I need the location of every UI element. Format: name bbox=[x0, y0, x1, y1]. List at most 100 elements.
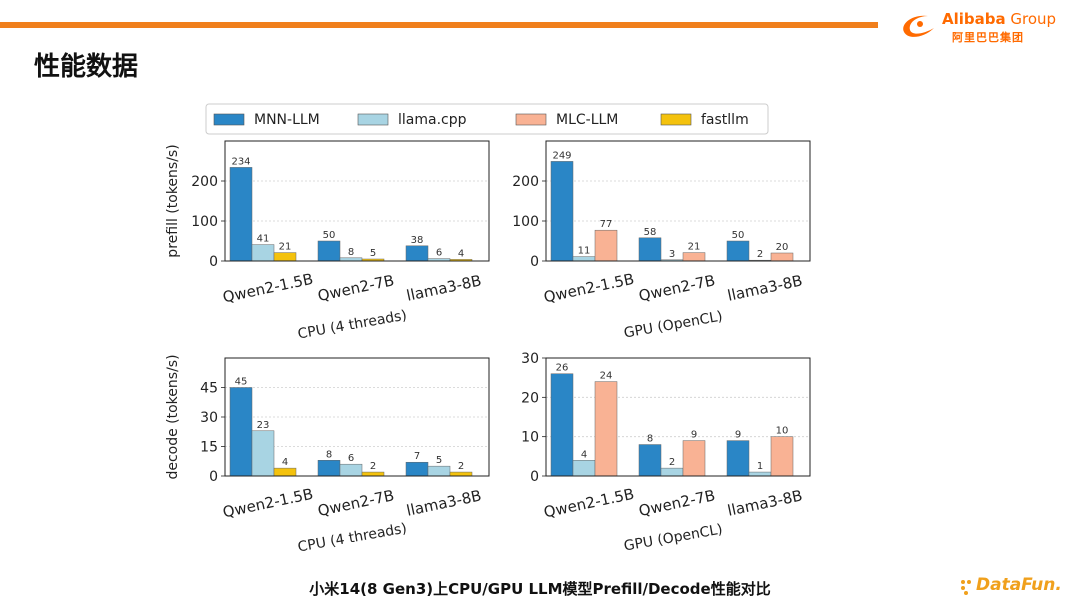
cpu-decode-bar-mnn-llm-1 bbox=[317, 460, 341, 477]
gpu-decode-bar-llama-cpp-2 bbox=[748, 471, 772, 477]
cpu-decode-bar-label-0-0: 45 bbox=[235, 377, 248, 388]
cpu-decode-bar-label-1-2: 5 bbox=[436, 455, 442, 466]
figure-caption: 小米14(8 Gen3)上CPU/GPU LLM模型Prefill/Decode… bbox=[309, 580, 771, 598]
gpu-decode-bar-mlc-llm-0 bbox=[594, 381, 618, 477]
page-title: 性能数据 bbox=[34, 52, 139, 82]
gpu-decode-bar-label-1-2: 1 bbox=[757, 461, 763, 472]
gpu-prefill-bar-label-0-0: 249 bbox=[552, 150, 571, 161]
cpu-decode-axes-frame bbox=[224, 357, 490, 477]
gpu-prefill-ytick-label-0: 0 bbox=[530, 254, 539, 270]
alibaba-swoosh-icon bbox=[903, 15, 934, 37]
gpu-prefill-ytick-label-2: 200 bbox=[512, 174, 539, 190]
gpu-decode-bar-label-2-2: 10 bbox=[776, 426, 789, 437]
cpu-decode-bar-llama-cpp-1 bbox=[339, 463, 363, 477]
gpu-decode-bar-label-2-1: 9 bbox=[691, 430, 697, 441]
gpu-prefill-bar-label-1-1: 3 bbox=[669, 249, 675, 260]
top-row-xlabel-1: GPU (OpenCL) bbox=[623, 309, 724, 342]
cpu-prefill-ytick-label-1: 100 bbox=[191, 214, 218, 230]
datafun-text: DataFun. bbox=[976, 575, 1062, 595]
cpu-prefill-ylabel: prefill (tokens/s) bbox=[165, 144, 181, 257]
gpu-decode-ytick-label-0: 0 bbox=[530, 469, 539, 485]
cpu-decode-bar-fastllm-1 bbox=[361, 471, 385, 477]
cpu-prefill-ytick-label-2: 200 bbox=[191, 174, 218, 190]
gpu-decode-bar-mnn-llm-2 bbox=[726, 440, 750, 477]
cpu-decode-bar-label-0-2: 7 bbox=[414, 451, 420, 462]
cpu-decode-bar-label-2-0: 4 bbox=[282, 457, 288, 468]
cpu-decode-ytick-label-3: 45 bbox=[200, 381, 218, 397]
gpu-decode-ytick-label-3: 30 bbox=[521, 351, 539, 367]
cpu-decode-xtick-label-0: Qwen2-1.5B bbox=[221, 485, 315, 522]
gpu-decode-xtick-label-2: llama3-8B bbox=[726, 486, 804, 519]
brand-en-light: Group bbox=[1005, 10, 1057, 28]
gpu-prefill-bar-label-1-0: 11 bbox=[578, 246, 591, 257]
cpu-prefill-bar-fastllm-0 bbox=[273, 252, 297, 262]
gpu-prefill-bar-mlc-llm-2 bbox=[770, 252, 794, 262]
gpu-decode-axes-frame bbox=[545, 357, 811, 477]
cpu-prefill-bar-mnn-llm-0 bbox=[229, 167, 253, 262]
cpu-decode-bar-label-2-1: 2 bbox=[370, 461, 376, 472]
top-accent-bar bbox=[0, 22, 878, 28]
gpu-prefill-bar-llama-cpp-0 bbox=[572, 256, 596, 262]
brand-en-bold: Alibaba bbox=[942, 10, 1006, 28]
gpu-decode-ytick-label-2: 20 bbox=[521, 390, 539, 406]
cpu-decode-ylabel: decode (tokens/s) bbox=[165, 354, 181, 479]
cpu-decode-bar-label-1-1: 6 bbox=[348, 453, 354, 464]
legend-swatch-2 bbox=[515, 113, 547, 126]
cpu-decode-xtick-label-2: llama3-8B bbox=[405, 486, 483, 519]
gpu-decode-bar-label-0-0: 26 bbox=[556, 363, 569, 374]
gpu-decode-bar-llama-cpp-1 bbox=[660, 467, 684, 477]
legend-swatch-0 bbox=[213, 113, 245, 126]
gpu-decode-bar-label-1-0: 4 bbox=[581, 449, 587, 460]
cpu-decode-ytick-label-1: 15 bbox=[200, 440, 218, 456]
gpu-prefill-bar-label-2-0: 77 bbox=[600, 219, 613, 230]
cpu-prefill-bar-llama-cpp-0 bbox=[251, 244, 275, 262]
cpu-prefill-bar-mnn-llm-2 bbox=[405, 245, 429, 262]
cpu-decode-bar-fastllm-2 bbox=[449, 471, 473, 477]
legend-label-0: MNN-LLM bbox=[254, 112, 320, 128]
cpu-decode-xtick-label-1: Qwen2-7B bbox=[316, 486, 396, 520]
datafun-dots-icon bbox=[961, 580, 971, 595]
cpu-decode-bar-llama-cpp-2 bbox=[427, 465, 451, 477]
gpu-decode-bar-mlc-llm-1 bbox=[682, 440, 706, 477]
alibaba-logo: Alibaba Group 阿里巴巴集团 bbox=[898, 8, 1073, 48]
cpu-prefill-bar-label-1-1: 8 bbox=[348, 247, 354, 258]
legend-label-1: llama.cpp bbox=[398, 112, 467, 128]
cpu-decode-ytick-label-0: 0 bbox=[209, 469, 218, 485]
cpu-prefill-xtick-label-2: llama3-8B bbox=[405, 271, 483, 304]
legend-swatch-1 bbox=[357, 113, 389, 126]
cpu-prefill-bar-mnn-llm-1 bbox=[317, 240, 341, 262]
cpu-prefill-bar-label-2-2: 4 bbox=[458, 248, 464, 259]
cpu-prefill-xtick-label-1: Qwen2-7B bbox=[316, 271, 396, 305]
gpu-prefill-xtick-label-1: Qwen2-7B bbox=[637, 271, 717, 305]
legend-label-2: MLC-LLM bbox=[556, 112, 618, 128]
gpu-prefill-bar-mnn-llm-2 bbox=[726, 240, 750, 262]
cpu-prefill-bar-label-0-1: 50 bbox=[323, 230, 336, 241]
gpu-prefill-bar-label-0-1: 58 bbox=[644, 227, 657, 238]
gpu-decode-bar-mlc-llm-2 bbox=[770, 436, 794, 477]
chart-figure: MNN-LLM llama.cpp MLC-LLM fastllm 0 100 200 234… bbox=[148, 96, 828, 568]
legend-label-3: fastllm bbox=[701, 112, 749, 128]
cpu-decode-ytick-label-2: 30 bbox=[200, 410, 218, 426]
cpu-decode-bar-mnn-llm-0 bbox=[229, 387, 253, 477]
gpu-prefill-bar-label-0-2: 50 bbox=[732, 230, 745, 241]
cpu-prefill-bar-label-0-2: 38 bbox=[411, 235, 424, 246]
gpu-prefill-bar-mlc-llm-1 bbox=[682, 252, 706, 262]
gpu-decode-bar-label-0-2: 9 bbox=[735, 430, 741, 441]
gpu-prefill-xtick-label-2: llama3-8B bbox=[726, 271, 804, 304]
gpu-decode-bar-label-0-1: 8 bbox=[647, 434, 653, 445]
top-row-xlabel-0: CPU (4 threads) bbox=[297, 308, 408, 343]
gpu-decode-bar-label-1-1: 2 bbox=[669, 457, 675, 468]
gpu-prefill-bar-label-2-2: 20 bbox=[776, 242, 789, 253]
gpu-decode-xlabel: GPU (OpenCL) bbox=[623, 522, 724, 555]
gpu-decode-bar-label-2-0: 24 bbox=[600, 371, 613, 382]
cpu-prefill-bar-label-1-2: 6 bbox=[436, 248, 442, 259]
gpu-decode-xtick-label-1: Qwen2-7B bbox=[637, 486, 717, 520]
gpu-prefill-bar-label-2-1: 21 bbox=[688, 242, 701, 253]
cpu-prefill-bar-label-2-0: 21 bbox=[279, 242, 292, 253]
gpu-prefill-xtick-label-0: Qwen2-1.5B bbox=[542, 270, 636, 307]
cpu-prefill-bar-label-1-0: 41 bbox=[257, 234, 270, 245]
gpu-prefill-bar-mlc-llm-0 bbox=[594, 229, 618, 262]
cpu-prefill-bar-label-0-0: 234 bbox=[231, 156, 250, 167]
legend-swatch-3 bbox=[660, 113, 692, 126]
gpu-decode-bar-mnn-llm-1 bbox=[638, 444, 662, 477]
